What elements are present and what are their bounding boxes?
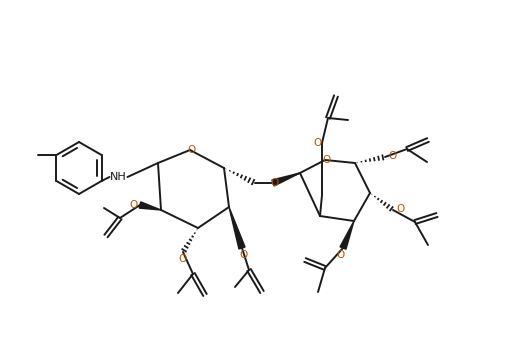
Text: O: O: [336, 250, 344, 260]
Polygon shape: [229, 207, 245, 249]
Text: O: O: [239, 250, 247, 260]
Text: O: O: [313, 138, 321, 148]
Polygon shape: [272, 173, 300, 186]
Text: NH: NH: [110, 172, 127, 182]
Text: O: O: [396, 204, 404, 214]
Text: O: O: [187, 145, 195, 155]
Text: O: O: [322, 155, 330, 165]
Text: O: O: [129, 200, 137, 210]
Text: O: O: [178, 254, 186, 264]
Polygon shape: [340, 221, 354, 249]
Polygon shape: [139, 202, 161, 210]
Text: O: O: [270, 178, 278, 188]
Text: O: O: [388, 151, 396, 161]
